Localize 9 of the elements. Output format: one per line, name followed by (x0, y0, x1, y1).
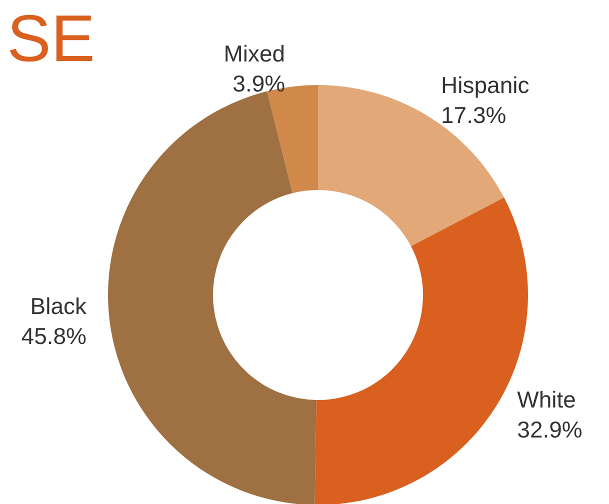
data-label: 32.9% (517, 416, 582, 443)
chart-title: SE (7, 1, 96, 75)
slice-label: Mixed (224, 40, 286, 67)
slice-label: Hispanic (441, 72, 530, 98)
slice-label: White (517, 386, 576, 413)
data-label: 17.3% (441, 102, 506, 128)
data-label: 3.9% (232, 70, 286, 97)
slice-label: Black (30, 293, 87, 320)
data-label: 45.8% (21, 323, 86, 350)
